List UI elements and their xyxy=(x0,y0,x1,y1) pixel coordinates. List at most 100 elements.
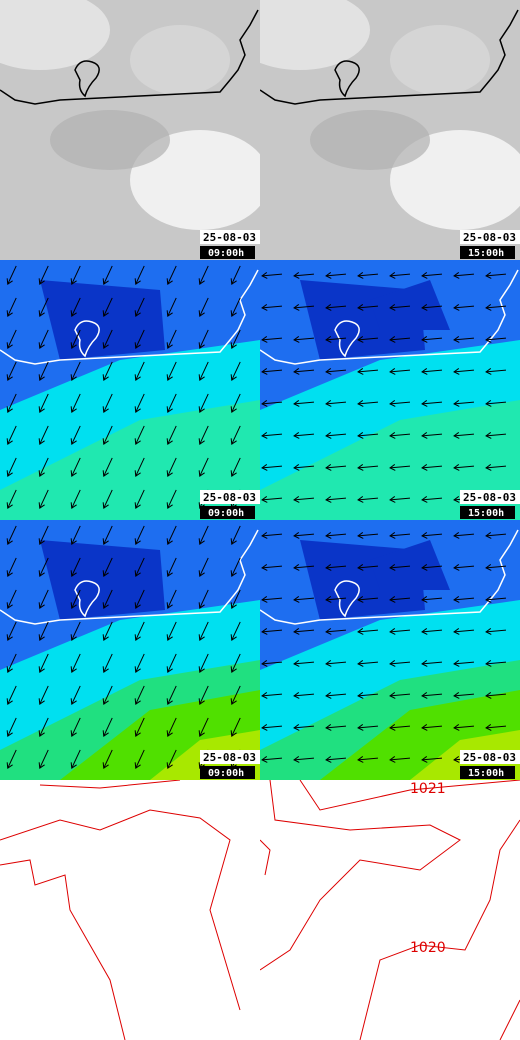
island xyxy=(334,320,360,358)
arrow-head xyxy=(261,304,268,311)
arrow-shaft xyxy=(261,433,283,437)
arrow-head xyxy=(453,368,460,375)
arrow-head xyxy=(198,470,205,477)
map-panel: 25-08-03 09:00h xyxy=(0,520,260,780)
wind-arrow xyxy=(230,557,241,577)
arrow-head xyxy=(6,666,13,673)
date-box xyxy=(460,230,520,244)
arrow-shaft xyxy=(39,265,49,285)
wind-arrow xyxy=(70,621,81,641)
arrow-head xyxy=(293,564,300,571)
arrow-head xyxy=(38,406,45,413)
wind-arrow xyxy=(102,489,113,509)
wind-arrow xyxy=(6,749,17,769)
arrow-head xyxy=(357,532,364,539)
wind-arrow xyxy=(70,329,81,349)
zone xyxy=(40,280,165,360)
arrow-shaft xyxy=(261,533,283,537)
arrow-shaft xyxy=(485,369,507,373)
arrow-head xyxy=(421,564,428,571)
isobar xyxy=(260,780,461,971)
wind-arrow xyxy=(261,272,283,279)
arrow-shaft xyxy=(39,589,49,609)
arrow-shaft xyxy=(71,297,81,317)
isobar-panel xyxy=(0,780,241,1040)
arrow-head xyxy=(421,304,428,311)
wind-arrow xyxy=(325,304,347,311)
coastline xyxy=(0,269,259,365)
isobar xyxy=(359,819,520,1040)
wind-arrow xyxy=(102,265,113,285)
arrow-shaft xyxy=(325,565,347,569)
wind-arrow xyxy=(38,749,49,769)
zone xyxy=(260,400,520,520)
wind-arrow xyxy=(261,400,283,407)
cloud xyxy=(50,110,170,170)
arrow-shaft xyxy=(261,629,283,633)
wind-arrow xyxy=(230,425,241,445)
arrow-shaft xyxy=(325,337,347,341)
arrow-head xyxy=(293,272,300,279)
wind-arrow xyxy=(134,717,145,737)
arrow-head xyxy=(357,756,364,763)
arrow-shaft xyxy=(261,273,283,277)
zone xyxy=(40,540,165,620)
arrow-shaft xyxy=(71,589,81,609)
date-label: 25-08-03 xyxy=(463,491,516,504)
wind-arrow xyxy=(421,532,443,539)
arrow-shaft xyxy=(357,629,379,633)
arrow-head xyxy=(166,406,173,413)
map-panel: 25-08-03 09:00h xyxy=(0,260,260,520)
arrow-head xyxy=(198,666,205,673)
arrow-shaft xyxy=(231,525,241,545)
arrow-head xyxy=(261,628,268,635)
wind-arrow xyxy=(230,525,241,545)
wind-arrow xyxy=(421,724,443,731)
arrow-shaft xyxy=(293,757,315,761)
wind-arrow xyxy=(134,457,145,477)
arrow-head xyxy=(230,730,237,737)
arrow-head xyxy=(102,698,109,705)
wind-arrow xyxy=(357,272,379,279)
arrow-head xyxy=(166,762,173,769)
arrow-shaft xyxy=(389,497,411,501)
arrow-shaft xyxy=(485,305,507,309)
arrow-head xyxy=(134,502,141,509)
wind-arrow xyxy=(485,304,507,311)
arrow-head xyxy=(389,564,396,571)
arrow-shaft xyxy=(293,273,315,277)
arrow-head xyxy=(166,538,173,545)
arrow-shaft xyxy=(261,565,283,569)
wind-arrow xyxy=(293,336,315,343)
arrow-head xyxy=(38,762,45,769)
arrow-shaft xyxy=(71,685,81,705)
arrow-head xyxy=(198,374,205,381)
wind-arrow xyxy=(6,265,17,285)
arrow-shaft xyxy=(421,337,443,341)
wind-arrow xyxy=(293,532,315,539)
time-label: 15:00h xyxy=(468,248,504,259)
arrow-head xyxy=(453,336,460,343)
arrow-head xyxy=(357,596,364,603)
wind-arrow xyxy=(198,457,209,477)
wind-arrow xyxy=(102,557,113,577)
arrow-head xyxy=(421,628,428,635)
arrow-head xyxy=(70,374,77,381)
arrow-shaft xyxy=(71,717,81,737)
wind-arrow xyxy=(6,685,17,705)
arrow-head xyxy=(166,570,173,577)
arrow-shaft xyxy=(231,557,241,577)
arrow-shaft xyxy=(231,361,241,381)
arrow-head xyxy=(389,464,396,471)
arrow-head xyxy=(230,602,237,609)
wind-arrow xyxy=(325,400,347,407)
wind-arrow xyxy=(357,532,379,539)
arrow-head xyxy=(453,628,460,635)
arrow-shaft xyxy=(103,685,113,705)
arrow-shaft xyxy=(389,305,411,309)
arrow-head xyxy=(389,496,396,503)
arrow-shaft xyxy=(71,457,81,477)
wind-arrow xyxy=(357,692,379,699)
arrow-head xyxy=(325,272,332,279)
arrow-head xyxy=(389,756,396,763)
